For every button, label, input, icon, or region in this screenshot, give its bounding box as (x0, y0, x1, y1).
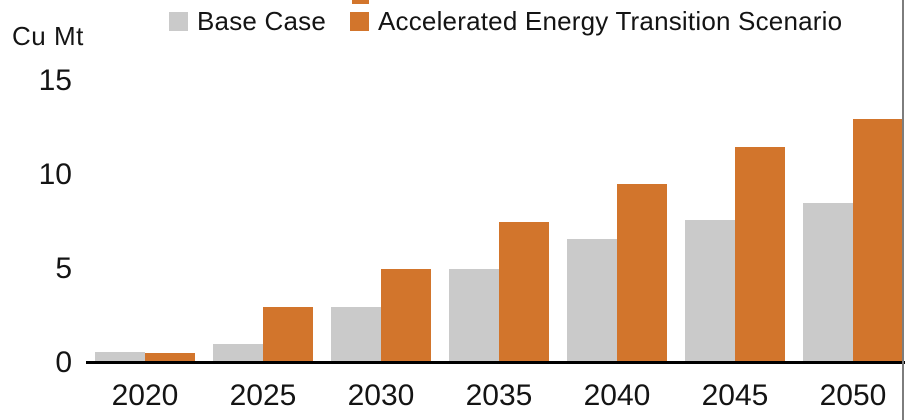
legend-label-accelerated-scenario: Accelerated Energy Transition Scenario (377, 6, 843, 36)
bar-base-2020 (95, 351, 145, 363)
bar-group-2050 (803, 118, 903, 363)
bar-accelerated-2030 (381, 269, 431, 363)
bar-accelerated-2040 (617, 184, 667, 363)
bar-group-2030 (331, 269, 431, 363)
x-axis-label-2050: 2050 (819, 379, 887, 412)
bar-accelerated-2045 (735, 146, 785, 363)
legend-swatch-accelerated-scenario-icon (349, 12, 369, 31)
x-axis-label-2045: 2045 (701, 379, 769, 412)
bar-base-2045 (685, 220, 735, 363)
bar-base-2030 (331, 306, 381, 363)
bar-accelerated-2025 (263, 306, 313, 363)
bar-group-2040 (567, 184, 667, 363)
bar-group-2035 (449, 222, 549, 363)
y-axis-tick-5: 5 (55, 252, 72, 285)
bar-accelerated-2020 (145, 352, 195, 363)
y-axis-tick-15: 15 (38, 64, 72, 97)
legend-swatch-base-case-icon (169, 12, 188, 31)
bar-group-2025 (213, 306, 313, 363)
bar-base-2025 (213, 344, 263, 363)
bar-group-2020 (95, 351, 195, 363)
x-axis-label-2025: 2025 (229, 379, 297, 412)
bar-base-2035 (449, 269, 499, 363)
y-axis-tick-0: 0 (55, 346, 72, 379)
x-axis-label-2020: 2020 (111, 379, 179, 412)
legend-label-base-case: Base Case (197, 6, 326, 36)
x-axis-line (86, 361, 905, 364)
bar-base-2050 (803, 203, 853, 363)
bar-accelerated-2050 (853, 118, 903, 363)
legend-item-base-case: Base Case (169, 6, 326, 37)
y-axis-tick-10: 10 (38, 158, 72, 191)
plot-area (95, 81, 903, 363)
bar-accelerated-2035 (499, 222, 549, 363)
x-axis-label-2035: 2035 (465, 379, 533, 412)
legend-item-accelerated-scenario: Accelerated Energy Transition Scenario (349, 6, 843, 37)
y-axis-unit-label: Cu Mt (12, 21, 84, 51)
top-edge-crop-artifact (352, 0, 369, 4)
bar-group-2045 (685, 146, 785, 363)
x-axis-label-2030: 2030 (347, 379, 415, 412)
right-edge-border-line (902, 0, 904, 420)
bar-base-2040 (567, 238, 617, 363)
x-axis-label-2040: 2040 (583, 379, 651, 412)
legend: Base Case Accelerated Energy Transition … (169, 6, 842, 37)
